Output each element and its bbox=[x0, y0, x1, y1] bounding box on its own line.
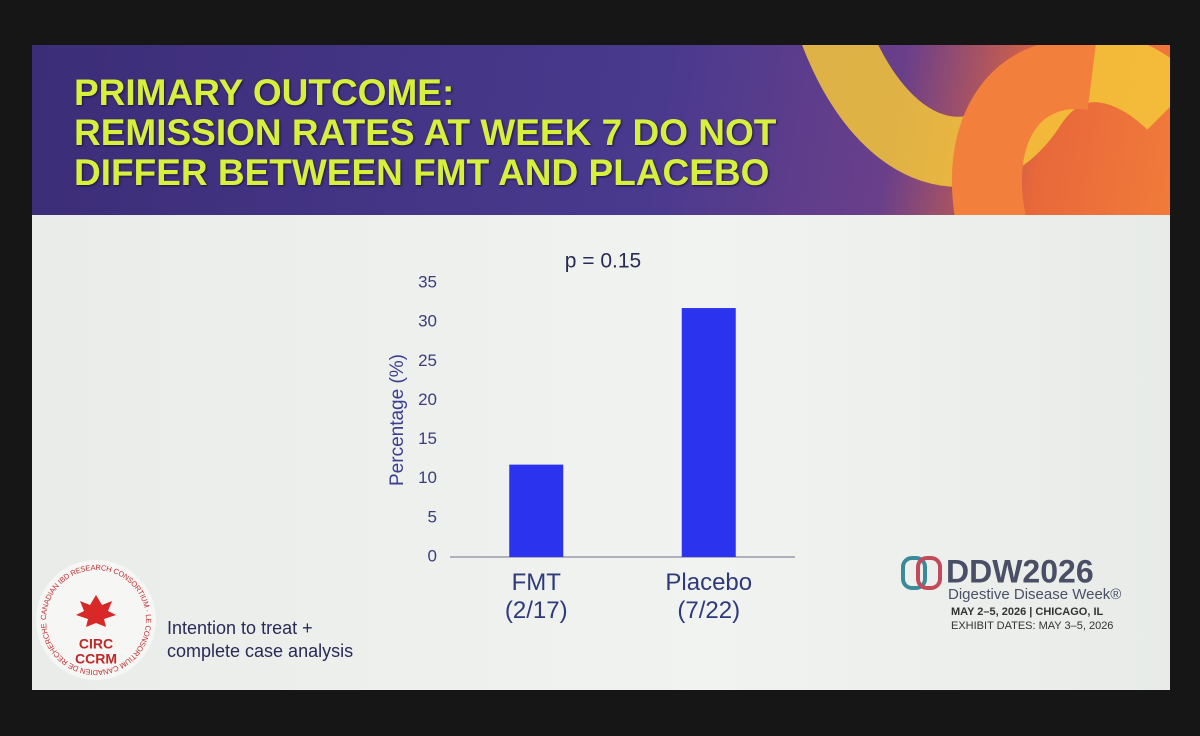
p-value: p = 0.15 bbox=[565, 250, 641, 273]
y-tick-label: 0 bbox=[428, 546, 437, 565]
maple-leaf bbox=[76, 595, 116, 627]
header-decoration bbox=[802, 45, 1170, 215]
logo-shape bbox=[901, 556, 927, 590]
ddw-dates: MAY 2–5, 2026 | CHICAGO, IL bbox=[951, 606, 1104, 618]
x-tick-label: FMT (2/17) bbox=[504, 569, 568, 624]
bar bbox=[681, 308, 736, 557]
logo-ring-path: CANADIAN IBD RESEARCH CONSORTIUM · LE CO… bbox=[0, 0, 153, 677]
y-tick-label: 35 bbox=[418, 272, 437, 291]
x-tick-label: Placebo (7/22) bbox=[665, 569, 753, 624]
logo-ring-text: CANADIAN IBD RESEARCH CONSORTIUM · LE CO… bbox=[0, 0, 153, 677]
logo-shape bbox=[916, 556, 942, 590]
circ-logo: CANADIAN IBD RESEARCH CONSORTIUM · LE CO… bbox=[0, 0, 156, 680]
chart-title: PRIMARY OUTCOME: REMISSION RATES AT WEEK… bbox=[74, 72, 777, 193]
ddw-subtitle: Digestive Disease Week® bbox=[948, 586, 1121, 603]
header-band: PRIMARY OUTCOME: REMISSION RATES AT WEEK… bbox=[32, 45, 1170, 215]
slide: PRIMARY OUTCOME: REMISSION RATES AT WEEK… bbox=[32, 45, 1170, 690]
logo-ccrm: CCRM bbox=[75, 651, 117, 667]
y-tick-label: 5 bbox=[428, 507, 437, 526]
y-tick-label: 15 bbox=[418, 429, 437, 448]
y-tick-label: 20 bbox=[418, 390, 437, 409]
y-axis-label: Percentage (%) bbox=[387, 354, 408, 486]
logo-circ: CIRC bbox=[79, 636, 113, 652]
ddw-logo: DDW2026 Digestive Disease Week® MAY 2–5,… bbox=[901, 553, 1121, 632]
ddw-exhibit: EXHIBIT DATES: MAY 3–5, 2026 bbox=[951, 620, 1113, 632]
y-tick-label: 30 bbox=[418, 312, 437, 331]
ribbon bbox=[951, 45, 1096, 215]
ddw-name: DDW2026 bbox=[946, 553, 1094, 589]
y-tick-label: 25 bbox=[418, 351, 437, 370]
y-tick-label: 10 bbox=[418, 468, 437, 487]
bar bbox=[509, 464, 564, 557]
footnote: Intention to treat + complete case analy… bbox=[167, 618, 354, 661]
